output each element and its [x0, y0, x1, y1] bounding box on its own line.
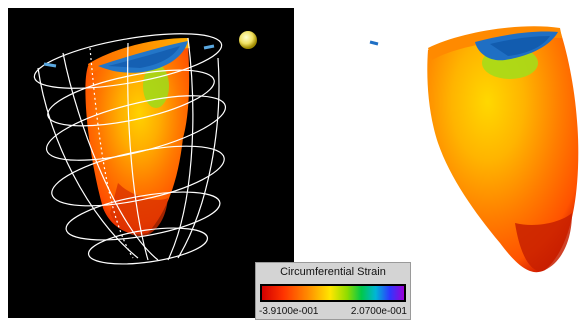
wireframe-lines	[33, 33, 227, 265]
light-sphere	[239, 31, 257, 49]
legend-max-label: 2.0700e-001	[350, 306, 407, 317]
color-legend: Circumferential Strain -3.9100e-001 2.07…	[255, 262, 411, 320]
heart-apex	[110, 183, 168, 237]
colorbar-frame	[260, 284, 406, 302]
legend-title: Circumferential Strain	[280, 266, 386, 278]
blue-marker	[369, 40, 379, 46]
colorbar-gradient	[262, 286, 404, 300]
heart-apex	[515, 213, 572, 272]
heart-surface	[427, 29, 579, 273]
heart-with-wireframe-render	[33, 31, 257, 265]
left-3d-viewport[interactable]	[8, 8, 294, 318]
heart-surface-render	[369, 26, 579, 273]
legend-min-label: -3.9100e-001	[259, 306, 319, 317]
blue-marker-right	[203, 44, 215, 50]
blue-marker-left	[43, 62, 57, 68]
strain-green-patch	[143, 64, 169, 108]
